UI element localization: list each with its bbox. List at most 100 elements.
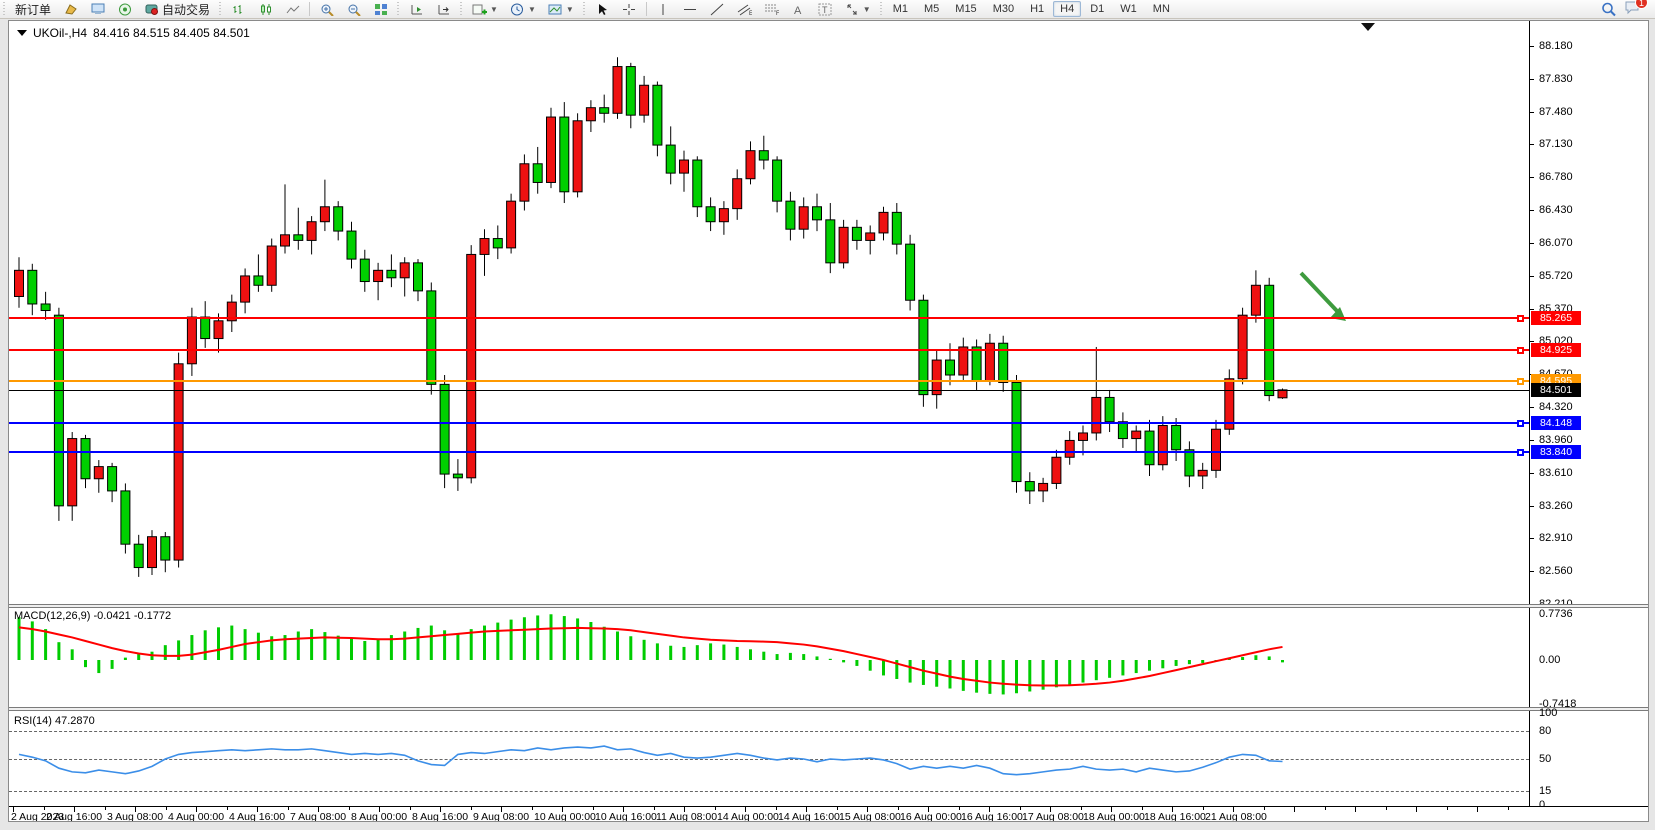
horizontal-line-tool-button[interactable] [677, 1, 704, 18]
toolbar-grip[interactable] [2, 1, 7, 17]
market-watch-button[interactable] [84, 1, 111, 18]
horizontal-price-line[interactable] [9, 349, 1529, 351]
timeframe-button-d1[interactable]: D1 [1090, 3, 1105, 15]
time-tick [104, 807, 106, 810]
fibonacci-tool-button[interactable]: F [758, 1, 785, 18]
price-tick-label: 87.480 [1539, 105, 1573, 118]
arrows-tool-button[interactable]: ▼ [839, 1, 877, 18]
cursor-tool-button[interactable] [589, 1, 616, 18]
price-line-badge: 83.840 [1531, 445, 1581, 459]
bid-price-line [9, 390, 1529, 391]
line-anchor-marker[interactable] [1517, 420, 1524, 427]
time-tick [1416, 807, 1417, 812]
time-tick [165, 807, 167, 810]
rsi-tick-label: 80 [1539, 725, 1552, 738]
horizontal-price-line[interactable] [9, 422, 1529, 424]
price-line-badge: 84.148 [1531, 416, 1581, 430]
macd-pane-divider[interactable] [9, 604, 1648, 608]
auto-trading-button[interactable]: 自动交易 [138, 1, 216, 18]
timeframe-button-m5[interactable]: M5 [924, 3, 940, 15]
svg-text:E: E [749, 11, 752, 16]
price-axis-border [1529, 21, 1530, 806]
chart-window: UKOil-,H4 84.416 84.515 84.405 84.501 85… [8, 20, 1649, 822]
timeframe-button-m15[interactable]: M15 [955, 3, 977, 15]
time-tick [775, 807, 777, 810]
channel-tool-button[interactable]: E [731, 1, 758, 18]
new-order-button[interactable]: 新订单 [9, 1, 57, 18]
chart-profile-button[interactable] [57, 1, 84, 18]
notifications-button[interactable]: 1 [1624, 0, 1648, 18]
timeframe-button-w1[interactable]: W1 [1120, 3, 1137, 15]
line-anchor-marker[interactable] [1517, 449, 1524, 456]
zoom-in-button[interactable] [313, 1, 340, 18]
time-tick [958, 807, 960, 810]
price-line-badge: 84.925 [1531, 343, 1581, 357]
time-tick [1263, 807, 1265, 810]
time-tick [1233, 807, 1234, 812]
line-anchor-marker[interactable] [1517, 347, 1524, 354]
text-label-tool-button[interactable]: T [812, 1, 839, 18]
chart-shift-button[interactable] [430, 1, 457, 18]
vertical-line-tool-button[interactable] [650, 1, 677, 18]
add-indicator-icon [472, 3, 488, 16]
horizontal-price-line[interactable] [9, 380, 1529, 382]
rsi-pane-divider[interactable] [9, 707, 1648, 711]
bar-chart-button[interactable] [225, 1, 252, 18]
horizontal-price-line[interactable] [9, 451, 1529, 453]
price-tick-label: 83.610 [1539, 466, 1573, 479]
time-tick [379, 807, 380, 812]
timeframe-button-h1[interactable]: H1 [1030, 3, 1045, 15]
candlestick-chart-button[interactable] [252, 1, 279, 18]
time-label: 4 Aug 00:00 [168, 811, 225, 821]
time-tick [531, 807, 533, 810]
auto-scroll-button[interactable] [403, 1, 430, 18]
horizontal-price-line[interactable] [9, 317, 1529, 319]
chart-shift-marker-icon[interactable] [1361, 23, 1375, 31]
auto-trading-icon [144, 3, 159, 16]
toolbar-grip[interactable] [459, 1, 465, 17]
zoom-out-button[interactable] [340, 1, 367, 18]
tile-windows-button[interactable] [367, 1, 394, 18]
trendline-tool-button[interactable] [704, 1, 731, 18]
line-chart-button[interactable] [279, 1, 306, 18]
price-tick-label: 86.070 [1539, 236, 1573, 249]
macd-plot[interactable] [9, 609, 1529, 705]
time-tick [440, 807, 441, 812]
equidistant-channel-icon: E [737, 3, 752, 16]
time-label: 10 Aug 16:00 [595, 811, 657, 821]
new-order-label: 新订单 [15, 2, 52, 17]
crosshair-tool-button[interactable] [616, 1, 643, 18]
timeframe-button-m1[interactable]: M1 [892, 3, 908, 15]
toolbar-grip[interactable] [396, 1, 402, 17]
time-tick [806, 807, 807, 812]
candlestick-plot[interactable] [9, 23, 1529, 604]
time-axis[interactable]: 2 Aug 2023 2 Aug 16:00 3 Aug 08:00 4 Aug 00… [9, 806, 1648, 821]
time-tick [257, 807, 258, 812]
rsi-plot[interactable] [9, 713, 1529, 805]
toolbar-grip[interactable] [581, 1, 587, 17]
template-button[interactable]: ▼ [542, 1, 580, 18]
signals-icon [117, 3, 132, 16]
add-indicator-button[interactable]: ▼ [466, 1, 504, 18]
zoom-in-icon [319, 3, 334, 16]
price-tick [1529, 538, 1534, 540]
zoom-out-icon [346, 3, 361, 16]
line-anchor-marker[interactable] [1517, 315, 1524, 322]
price-tick [1529, 275, 1534, 277]
period-button[interactable]: ▼ [504, 1, 542, 18]
line-anchor-marker[interactable] [1517, 378, 1524, 385]
search-icon[interactable] [1601, 2, 1616, 16]
fibonacci-icon: F [764, 3, 779, 16]
timeframe-button-h4[interactable]: H4 [1053, 1, 1082, 17]
time-tick [562, 807, 563, 812]
signals-button[interactable] [111, 1, 138, 18]
toolbar-grip[interactable] [878, 1, 884, 17]
timeframe-button-m30[interactable]: M30 [992, 3, 1015, 15]
toolbar-grip[interactable] [218, 1, 224, 17]
one-click-trading-toggle-icon[interactable] [17, 30, 27, 36]
timeframe-button-mn[interactable]: MN [1152, 3, 1170, 15]
time-tick [409, 807, 411, 810]
text-tool-button[interactable]: A [785, 1, 812, 18]
text-icon: A [791, 3, 806, 16]
timeframe-group: M1 M5 M15 M30 H1 H4 D1 W1 MN [886, 1, 1177, 17]
